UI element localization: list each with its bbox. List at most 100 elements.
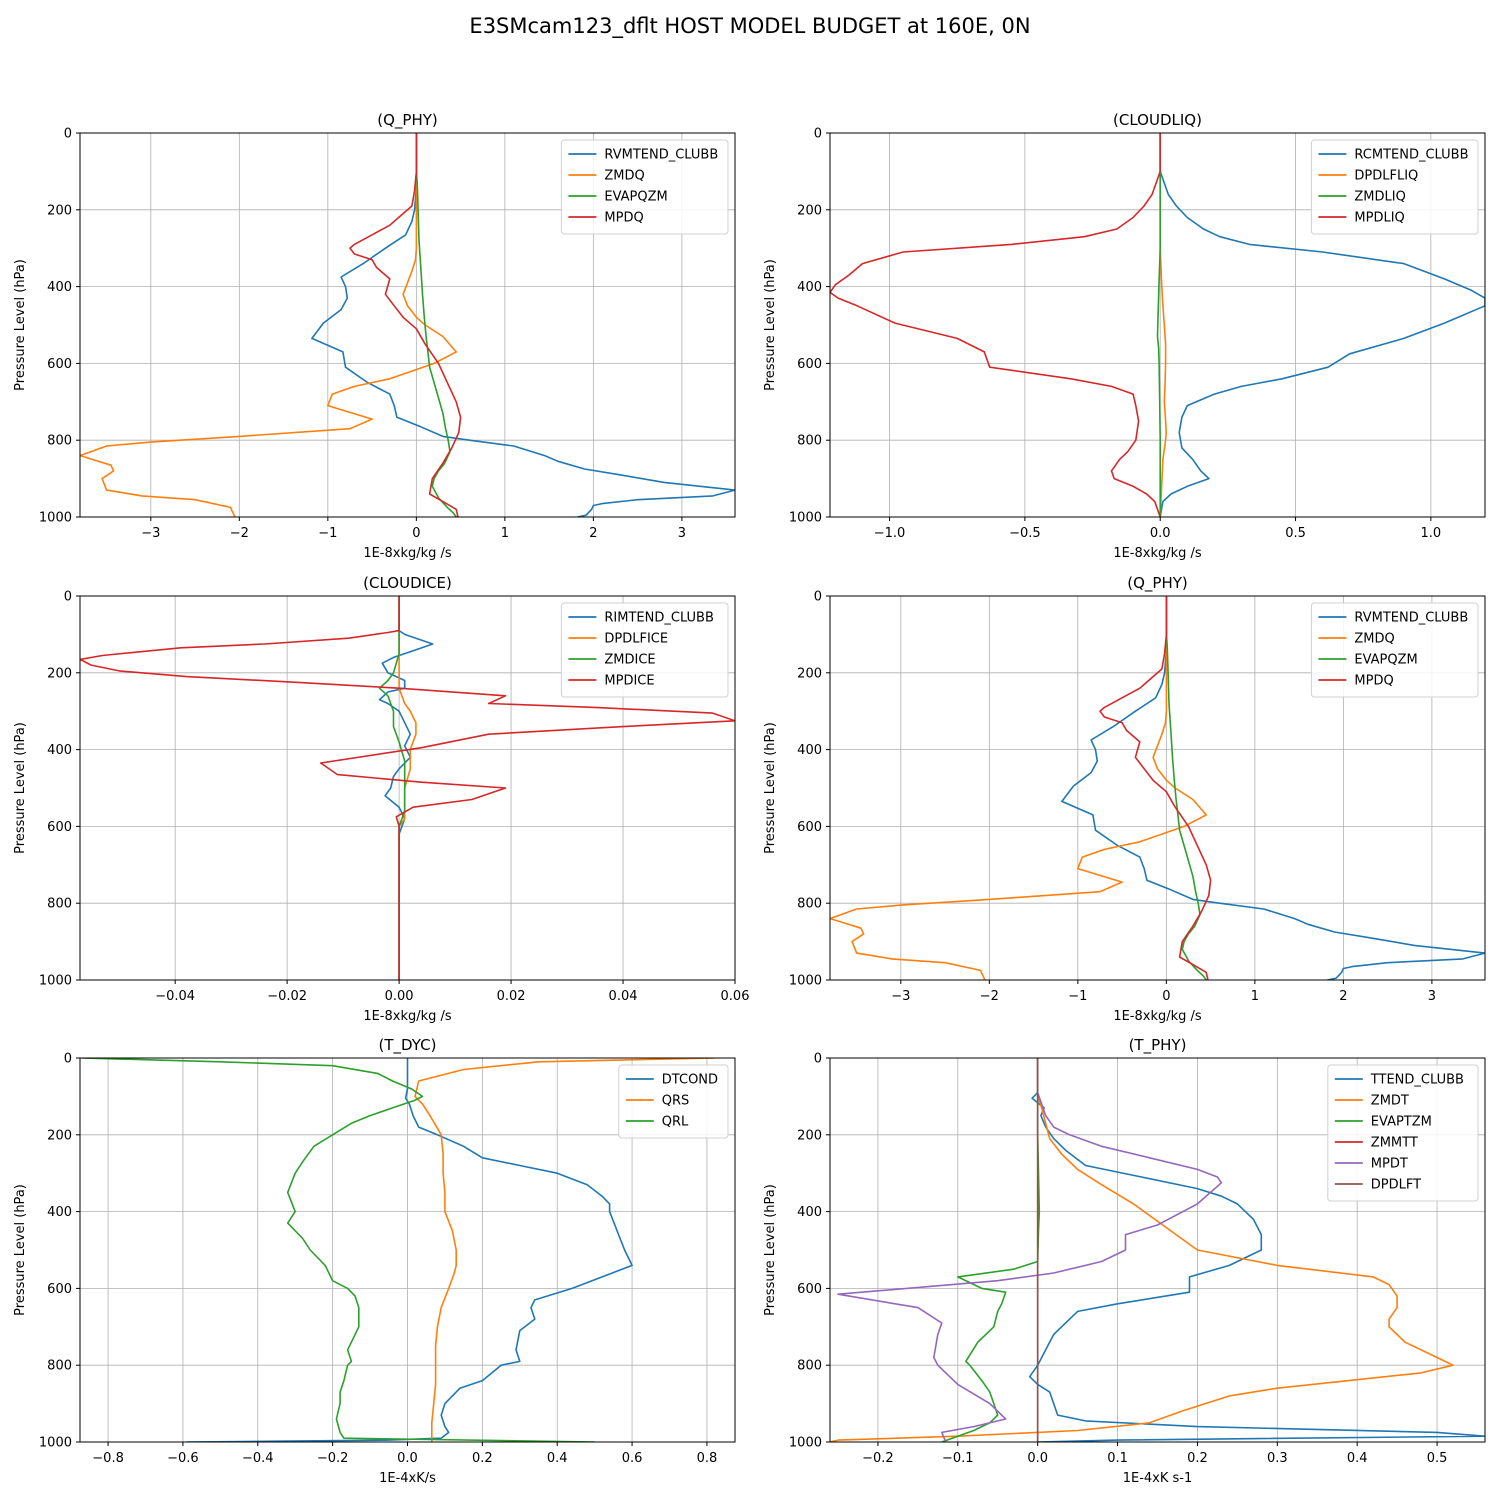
x-axis-label: 1E-4xK s-1 — [1123, 1471, 1193, 1486]
legend-entry: QRL — [662, 1115, 689, 1130]
x-tick-label: 0.0 — [1150, 526, 1171, 541]
legend: RIMTEND_CLUBB DPDLFICE ZMDICE MPDICE — [560, 602, 729, 698]
legend: RVMTEND_CLUBB ZMDQ EVAPQZM MPDQ — [560, 139, 729, 235]
x-axis-label: 1E-8xkg/kg /s — [1113, 546, 1202, 561]
legend-entry: ZMDQ — [1354, 632, 1394, 647]
subplot-title: (Q_PHY) — [1127, 574, 1188, 593]
subplot-title: (T_DYC) — [379, 1036, 437, 1055]
legend-box — [560, 139, 729, 235]
legend-entry: DPDLFLIQ — [1354, 169, 1418, 184]
y-tick-label: 400 — [47, 743, 72, 758]
x-tick-label: −2 — [980, 989, 999, 1004]
x-tick-label: −0.6 — [167, 1451, 199, 1466]
series-line-mpdice — [80, 596, 735, 980]
x-tick-label: 2 — [589, 526, 597, 541]
x-tick-label: 1 — [1251, 989, 1259, 1004]
x-tick-label: 1.0 — [1421, 526, 1442, 541]
series-line-rimtend_clubb — [378, 596, 434, 980]
series-line-qrs — [414, 1058, 715, 1442]
series-line-rcmtend_clubb — [1159, 133, 1485, 517]
plot-frame — [829, 1057, 1486, 1443]
series-line-evaptzm — [941, 1058, 1041, 1442]
legend-entry: MPDQ — [604, 211, 643, 226]
series-line-zmdliq — [1156, 133, 1161, 517]
y-tick-label: 0 — [64, 127, 72, 142]
subplot-2: −1.0 −0.5 0.0 0.5 1.0 0 200 400 600 800 1000 (CLOUD… — [763, 111, 1486, 561]
y-axis-label: Pressure Level (hPa) — [13, 722, 28, 854]
legend-entry: DPDLFICE — [604, 632, 668, 647]
y-tick-label: 0 — [814, 1052, 822, 1067]
legend-entry: EVAPQZM — [604, 190, 667, 205]
legend-entry: QRS — [662, 1094, 690, 1109]
series-line-zmdice — [378, 596, 406, 980]
plot-frame — [829, 132, 1486, 518]
x-tick-label: 0.1 — [1107, 1451, 1128, 1466]
x-axis-label: 1E-8xkg/kg /s — [1113, 1009, 1202, 1024]
series-line-ttend_clubb — [1028, 1058, 1485, 1442]
x-tick-label: 0.04 — [609, 989, 638, 1004]
legend-entry: ZMMTT — [1371, 1136, 1418, 1151]
y-tick-label: 600 — [797, 1282, 822, 1297]
y-tick-label: 0 — [64, 590, 72, 605]
legend-entry: MPDICE — [604, 674, 654, 689]
legend-entry: MPDQ — [1354, 674, 1393, 689]
y-tick-label: 800 — [47, 434, 72, 449]
x-tick-label: −0.5 — [1009, 526, 1041, 541]
y-tick-label: 200 — [797, 666, 822, 681]
legend-entry: RIMTEND_CLUBB — [604, 611, 714, 626]
legend-entry: MPDLIQ — [1354, 211, 1404, 226]
series-line-mpdq — [1099, 596, 1212, 980]
x-tick-label: 2 — [1339, 989, 1347, 1004]
x-tick-label: 1 — [501, 526, 509, 541]
y-tick-label: 200 — [797, 203, 822, 218]
y-axis-label: Pressure Level (hPa) — [13, 259, 28, 391]
y-tick-label: 1000 — [789, 974, 822, 989]
y-tick-label: 400 — [47, 1205, 72, 1220]
plot-frame — [79, 595, 736, 981]
legend-entry: TTEND_CLUBB — [1370, 1073, 1464, 1088]
legend-box — [1310, 139, 1479, 235]
legend-box — [560, 602, 729, 698]
x-tick-label: −0.2 — [317, 1451, 349, 1466]
x-axis-label: 1E-4xK/s — [379, 1471, 436, 1486]
x-tick-label: −0.8 — [92, 1451, 124, 1466]
y-tick-label: 200 — [47, 1128, 72, 1143]
x-tick-label: −3 — [141, 526, 160, 541]
x-tick-label: 0.00 — [385, 989, 414, 1004]
x-tick-label: −3 — [891, 989, 910, 1004]
y-tick-label: 0 — [814, 127, 822, 142]
legend: TTEND_CLUBB ZMDT EVAPTZM ZMMTT MPDT DPDLFT — [1327, 1064, 1479, 1202]
legend-entry: ZMDLIQ — [1354, 190, 1405, 205]
subplot-4: −3 −2 −1 0 1 2 3 0 200 400 600 800 1000 (Q_PHY) 1E-8xk… — [763, 574, 1486, 1024]
y-tick-label: 600 — [797, 820, 822, 835]
subplot-6: −0.2 −0.1 0.0 0.1 0.2 0.3 0.4 0.5 0 200 400 600 800 1… — [763, 1036, 1486, 1486]
x-tick-label: 0.4 — [547, 1451, 568, 1466]
series-line-zmdq — [830, 596, 1207, 980]
subplot-1: −3 −2 −1 0 1 2 3 0 200 400 600 800 1000 (Q_PHY) 1E-8xk… — [13, 111, 736, 561]
y-tick-label: 600 — [47, 1282, 72, 1297]
y-tick-label: 0 — [814, 590, 822, 605]
x-tick-label: −0.2 — [862, 1451, 894, 1466]
subplot-3: −0.04 −0.02 0.00 0.02 0.04 0.06 0 200 400 600 800 1… — [13, 574, 749, 1024]
x-tick-label: 0.5 — [1285, 526, 1306, 541]
series-line-evapqzm — [415, 133, 457, 517]
y-tick-label: 1000 — [39, 1436, 72, 1451]
series-line-mpdt — [837, 1058, 1223, 1442]
legend-entry: EVAPQZM — [1354, 653, 1417, 668]
x-tick-label: −1 — [318, 526, 337, 541]
x-tick-label: 0.6 — [622, 1451, 643, 1466]
subplot-title: (CLOUDLIQ) — [1113, 111, 1202, 129]
legend-entry: RCMTEND_CLUBB — [1354, 148, 1468, 163]
x-tick-label: −0.04 — [155, 989, 195, 1004]
y-tick-label: 800 — [47, 897, 72, 912]
x-tick-label: 0.2 — [472, 1451, 493, 1466]
legend-entry: MPDT — [1371, 1157, 1408, 1172]
y-tick-label: 400 — [47, 280, 72, 295]
x-tick-label: 0 — [412, 526, 420, 541]
y-tick-label: 400 — [797, 1205, 822, 1220]
legend-entry: RVMTEND_CLUBB — [604, 148, 718, 163]
x-tick-label: 0.3 — [1267, 1451, 1288, 1466]
x-tick-label: −2 — [230, 526, 249, 541]
x-tick-label: −0.1 — [942, 1451, 974, 1466]
legend-entry: EVAPTZM — [1371, 1115, 1432, 1130]
